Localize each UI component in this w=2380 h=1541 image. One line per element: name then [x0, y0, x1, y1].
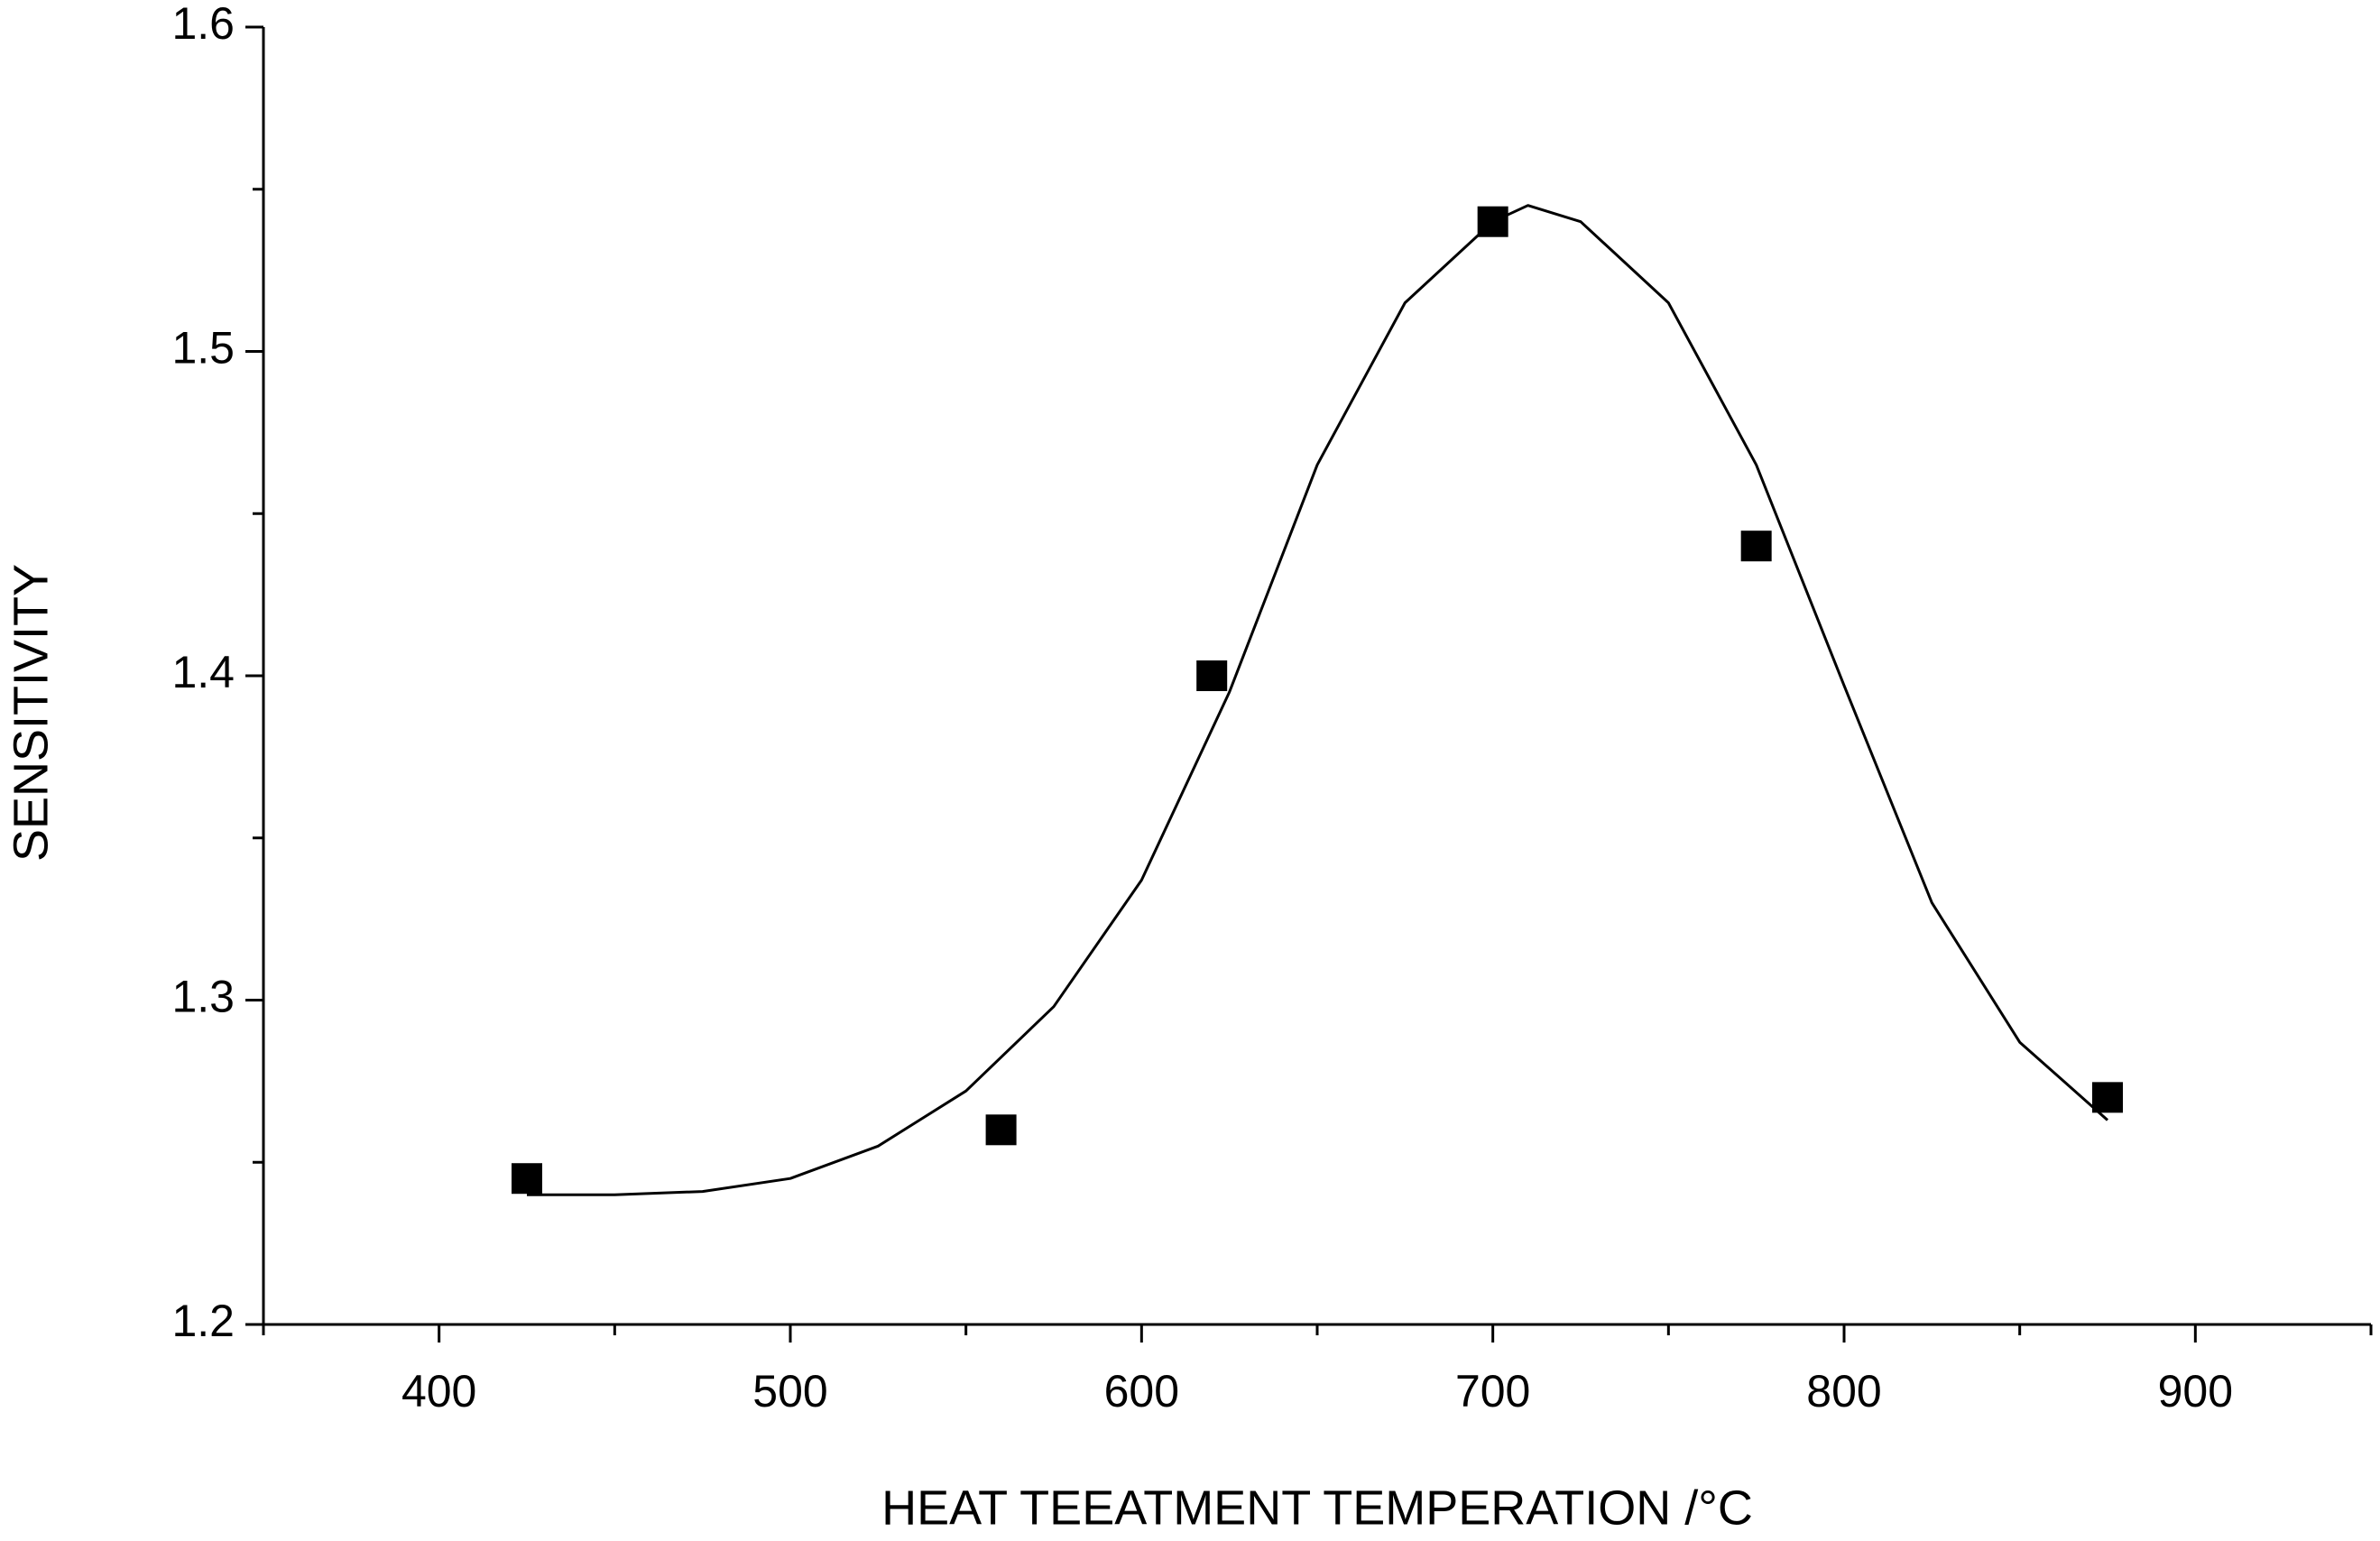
- data-point: [2092, 1082, 2123, 1113]
- x-tick-label: 400: [401, 1366, 476, 1416]
- x-tick-label: 600: [1104, 1366, 1179, 1416]
- x-axis-title: HEAT TEEATMENT TEMPERATION /°C: [881, 1481, 1753, 1535]
- data-point: [512, 1163, 542, 1195]
- y-tick-label: 1.3: [171, 972, 235, 1022]
- data-point: [1196, 660, 1228, 691]
- y-tick-label: 1.4: [171, 647, 235, 697]
- x-tick-label: 800: [1806, 1366, 1881, 1416]
- data-point: [1740, 531, 1772, 562]
- data-point: [985, 1114, 1017, 1146]
- fit-curve: [527, 204, 2108, 1196]
- y-tick-label: 1.2: [171, 1296, 235, 1346]
- y-tick-label: 1.6: [171, 0, 235, 49]
- x-tick-label: 700: [1455, 1366, 1530, 1416]
- x-tick-label: 900: [2158, 1366, 2233, 1416]
- y-axis-title: SENSITIVITY: [4, 564, 58, 862]
- y-tick-label: 1.5: [171, 323, 235, 374]
- x-tick-label: 500: [752, 1366, 827, 1416]
